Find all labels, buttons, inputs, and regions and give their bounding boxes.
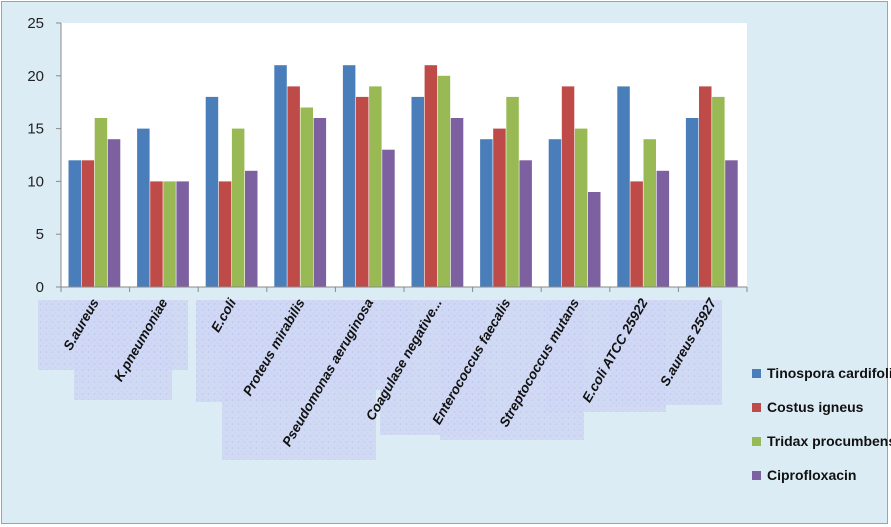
label-texture-patch — [74, 300, 172, 400]
bar — [356, 96, 369, 288]
bar — [94, 118, 108, 287]
y-tick-label: 5 — [36, 226, 44, 243]
bar — [437, 75, 451, 287]
bar — [274, 65, 287, 287]
bar — [107, 139, 121, 287]
axes — [60, 23, 748, 292]
bar — [548, 139, 562, 287]
bar — [424, 65, 438, 287]
bar — [725, 160, 738, 287]
legend: Tinospora cardifolia Costus igneus Tridax … — [752, 365, 891, 483]
bar — [450, 118, 464, 287]
bar — [480, 139, 493, 287]
bar — [137, 128, 150, 287]
bar — [643, 139, 656, 287]
bar — [656, 170, 670, 287]
bar — [561, 86, 575, 288]
bar — [588, 192, 601, 287]
legend-label: Tinospora cardifolia — [767, 365, 891, 381]
bar — [712, 96, 725, 288]
bar — [493, 128, 506, 287]
y-axis-ticks: 0 5 10 15 20 25 — [27, 15, 61, 296]
bar — [506, 96, 519, 288]
bar — [205, 96, 219, 288]
y-tick-label: 15 — [27, 121, 44, 138]
bar — [313, 118, 327, 287]
bar — [245, 170, 258, 287]
bar — [300, 107, 313, 287]
label-texture-patch — [610, 300, 722, 405]
bar — [519, 160, 532, 287]
bar — [574, 128, 588, 287]
bar — [617, 86, 630, 288]
legend-swatch — [752, 471, 761, 480]
bar — [411, 96, 424, 288]
bar — [382, 149, 395, 287]
bar — [342, 65, 356, 287]
legend-swatch — [752, 403, 761, 412]
legend-swatch — [752, 369, 761, 378]
bars — [68, 65, 738, 288]
y-tick-label: 10 — [27, 173, 44, 190]
bar — [150, 181, 163, 287]
bar — [68, 160, 81, 287]
bar — [163, 181, 176, 287]
bar — [699, 86, 712, 288]
category-label-background — [38, 300, 722, 460]
legend-label: Tridax procumbens — [767, 433, 891, 449]
y-tick-label: 20 — [27, 68, 44, 85]
bar — [369, 86, 382, 288]
legend-label: Ciprofloxacin — [767, 467, 856, 483]
bar — [218, 181, 232, 287]
bar — [630, 181, 643, 287]
bar — [176, 181, 189, 287]
y-tick-label: 25 — [27, 15, 44, 32]
bar — [287, 86, 300, 288]
legend-swatch — [752, 437, 761, 446]
legend-label: Costus igneus — [767, 399, 864, 415]
bar — [685, 118, 699, 287]
y-tick-label: 0 — [36, 279, 44, 296]
bar — [231, 128, 245, 287]
bar — [81, 160, 95, 287]
